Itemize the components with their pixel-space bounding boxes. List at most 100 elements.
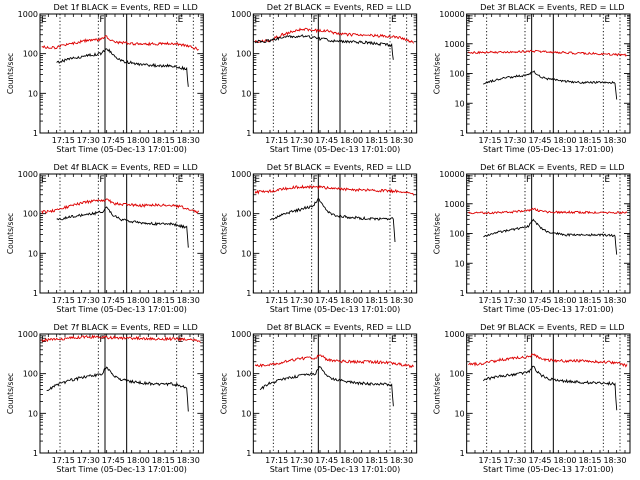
x-tick-label: 18:00 [127, 456, 150, 465]
marker-label: F [99, 175, 104, 185]
series-line-events [259, 366, 394, 407]
x-tick-label: 18:30 [390, 296, 413, 305]
chart-title: Det 5f BLACK = Events, RED = LLD [267, 162, 411, 172]
marker-label: E [604, 175, 610, 185]
y-tick-label: 1000 [444, 40, 464, 49]
x-tick-label: 17:30 [290, 136, 313, 145]
marker-label: F [526, 15, 531, 25]
y-tick-label: 1000 [18, 330, 38, 339]
x-axis-label: Start Time (05-Dec-13 17:01:00) [483, 465, 614, 474]
x-axis-label: Start Time (05-Dec-13 17:01:00) [56, 465, 187, 474]
x-tick-label: 18:15 [152, 456, 175, 465]
marker-label: E [604, 335, 610, 345]
marker-label: E [391, 335, 397, 345]
x-tick-label: 18:00 [553, 456, 576, 465]
series-line-events [483, 218, 618, 255]
x-axis-label: Start Time (05-Dec-13 17:01:00) [270, 465, 401, 474]
x-tick-label: 17:15 [478, 456, 501, 465]
marker-label: E [254, 175, 260, 185]
y-tick-label: 1 [246, 289, 251, 298]
y-axis-label: Counts/sec [219, 213, 228, 254]
x-tick-label: 18:15 [365, 456, 388, 465]
x-tick-label: 17:45 [528, 136, 551, 145]
x-tick-label: 18:00 [127, 296, 150, 305]
marker-label: E [254, 15, 260, 25]
chart-panel-2: Det 2f BLACK = Events, RED = LLD 1 10 100 10… [219, 2, 418, 154]
marker-label: E [178, 175, 184, 185]
x-tick-label: 18:30 [603, 136, 626, 145]
y-tick-label: 1 [460, 289, 465, 298]
x-tick-label: 17:30 [503, 136, 526, 145]
marker-label: E [468, 15, 474, 25]
x-tick-label: 17:45 [528, 456, 551, 465]
series-line-events [254, 34, 394, 60]
y-tick-label: 1 [246, 129, 251, 138]
y-tick-label: 10 [28, 249, 38, 258]
chart-title: Det 7f BLACK = Events, RED = LLD [53, 322, 197, 332]
y-tick-label: 10 [454, 99, 464, 108]
series-line-events [269, 197, 396, 243]
y-axis-label: Counts/sec [433, 53, 442, 94]
plot-frame [39, 173, 204, 294]
y-axis-label: Counts/sec [6, 373, 15, 414]
marker-label: F [313, 15, 318, 25]
y-tick-label: 10 [241, 249, 251, 258]
y-tick-label: 100 [449, 70, 464, 79]
series-line-lld [254, 27, 414, 44]
series-line-lld [468, 353, 628, 368]
x-tick-label: 17:30 [290, 456, 313, 465]
y-axis-label: Counts/sec [219, 373, 228, 414]
y-tick-label: 100 [449, 230, 464, 239]
x-tick-label: 18:30 [177, 136, 200, 145]
x-tick-label: 17:45 [315, 136, 338, 145]
x-tick-label: 17:15 [265, 296, 288, 305]
series-line-lld [468, 49, 628, 57]
x-tick-label: 17:30 [503, 456, 526, 465]
chart-panel-5: Det 5f BLACK = Events, RED = LLD 1 10 100 10… [219, 162, 418, 314]
x-tick-label: 18:30 [390, 456, 413, 465]
x-tick-label: 17:45 [102, 456, 125, 465]
x-tick-label: 17:45 [102, 296, 125, 305]
x-tick-label: 17:45 [315, 456, 338, 465]
y-axis-label: Counts/sec [219, 53, 228, 94]
plot-frame [39, 13, 204, 134]
chart-panel-4: Det 4f BLACK = Events, RED = LLD 1 10 100 10… [6, 162, 204, 314]
y-tick-label: 100 [236, 50, 251, 59]
x-tick-label: 17:15 [52, 136, 75, 145]
y-tick-label: 1 [460, 129, 465, 138]
y-tick-label: 100 [23, 210, 38, 219]
y-tick-label: 10 [454, 259, 464, 268]
marker-label: F [99, 335, 104, 345]
x-tick-label: 18:30 [603, 296, 626, 305]
x-tick-label: 17:15 [478, 296, 501, 305]
y-tick-label: 100 [236, 370, 251, 379]
marker-label: E [41, 15, 47, 25]
y-tick-label: 10000 [439, 10, 464, 19]
chart-panel-9: Det 9f BLACK = Events, RED = LLD 1 10 100 10… [433, 322, 631, 474]
x-tick-label: 18:30 [177, 456, 200, 465]
x-tick-label: 18:15 [365, 296, 388, 305]
series-line-events [56, 48, 189, 87]
x-axis-label: Start Time (05-Dec-13 17:01:00) [270, 145, 401, 154]
marker-label: F [526, 175, 531, 185]
x-axis-label: Start Time (05-Dec-13 17:01:00) [483, 145, 614, 154]
x-tick-label: 17:30 [77, 296, 100, 305]
x-tick-label: 18:00 [340, 136, 363, 145]
marker-label: E [41, 175, 47, 185]
chart-title: Det 2f BLACK = Events, RED = LLD [267, 2, 411, 12]
y-tick-label: 10 [454, 409, 464, 418]
x-tick-label: 17:15 [52, 456, 75, 465]
chart-title: Det 8f BLACK = Events, RED = LLD [267, 322, 411, 332]
x-tick-label: 17:45 [315, 296, 338, 305]
marker-label: E [178, 15, 184, 25]
y-tick-label: 1 [460, 449, 465, 458]
marker-label: E [254, 335, 260, 345]
series-line-events [56, 206, 189, 248]
x-tick-label: 18:15 [152, 136, 175, 145]
y-axis-label: Counts/sec [6, 213, 15, 254]
marker-label: E [391, 15, 397, 25]
chart-title: Det 6f BLACK = Events, RED = LLD [480, 162, 624, 172]
x-tick-label: 17:30 [77, 456, 100, 465]
x-tick-label: 18:15 [365, 136, 388, 145]
x-tick-label: 17:30 [77, 136, 100, 145]
